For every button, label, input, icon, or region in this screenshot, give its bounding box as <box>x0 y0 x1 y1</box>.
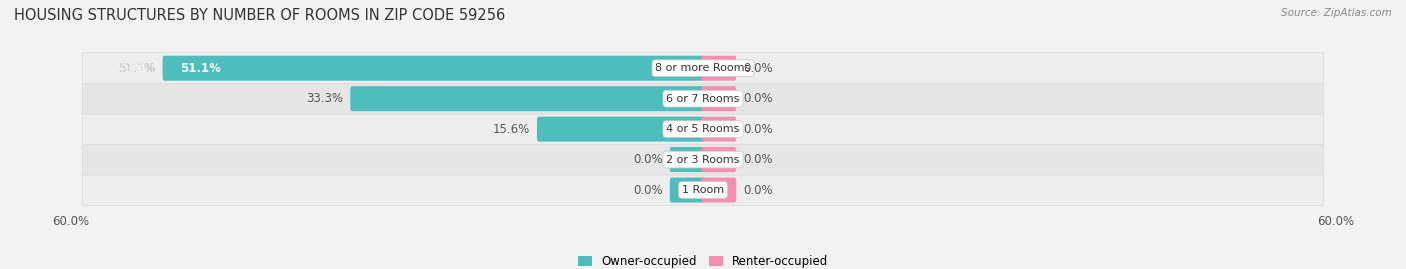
Text: 0.0%: 0.0% <box>633 153 664 166</box>
FancyBboxPatch shape <box>702 86 737 111</box>
Text: Source: ZipAtlas.com: Source: ZipAtlas.com <box>1281 8 1392 18</box>
Text: 51.1%: 51.1% <box>180 62 221 75</box>
Text: 0.0%: 0.0% <box>744 123 773 136</box>
Text: 0.0%: 0.0% <box>744 62 773 75</box>
FancyBboxPatch shape <box>537 117 704 141</box>
FancyBboxPatch shape <box>83 83 1323 114</box>
FancyBboxPatch shape <box>350 86 704 111</box>
FancyBboxPatch shape <box>83 144 1323 175</box>
Text: 51.1%: 51.1% <box>118 62 156 75</box>
Text: 0.0%: 0.0% <box>744 92 773 105</box>
FancyBboxPatch shape <box>702 117 737 141</box>
FancyBboxPatch shape <box>702 178 737 203</box>
Text: 33.3%: 33.3% <box>307 92 343 105</box>
Text: 0.0%: 0.0% <box>633 183 664 197</box>
FancyBboxPatch shape <box>83 175 1323 206</box>
Text: 8 or more Rooms: 8 or more Rooms <box>655 63 751 73</box>
Legend: Owner-occupied, Renter-occupied: Owner-occupied, Renter-occupied <box>574 252 832 269</box>
Text: 0.0%: 0.0% <box>744 183 773 197</box>
FancyBboxPatch shape <box>163 56 704 81</box>
Text: 0.0%: 0.0% <box>744 153 773 166</box>
FancyBboxPatch shape <box>669 147 704 172</box>
Text: HOUSING STRUCTURES BY NUMBER OF ROOMS IN ZIP CODE 59256: HOUSING STRUCTURES BY NUMBER OF ROOMS IN… <box>14 8 505 23</box>
Text: 15.6%: 15.6% <box>494 123 530 136</box>
FancyBboxPatch shape <box>83 114 1323 145</box>
Text: 1 Room: 1 Room <box>682 185 724 195</box>
FancyBboxPatch shape <box>669 178 704 203</box>
FancyBboxPatch shape <box>83 53 1323 84</box>
Text: 2 or 3 Rooms: 2 or 3 Rooms <box>666 155 740 165</box>
Text: 4 or 5 Rooms: 4 or 5 Rooms <box>666 124 740 134</box>
Text: 6 or 7 Rooms: 6 or 7 Rooms <box>666 94 740 104</box>
Text: 51.1%: 51.1% <box>118 62 156 75</box>
FancyBboxPatch shape <box>702 147 737 172</box>
FancyBboxPatch shape <box>702 56 737 81</box>
